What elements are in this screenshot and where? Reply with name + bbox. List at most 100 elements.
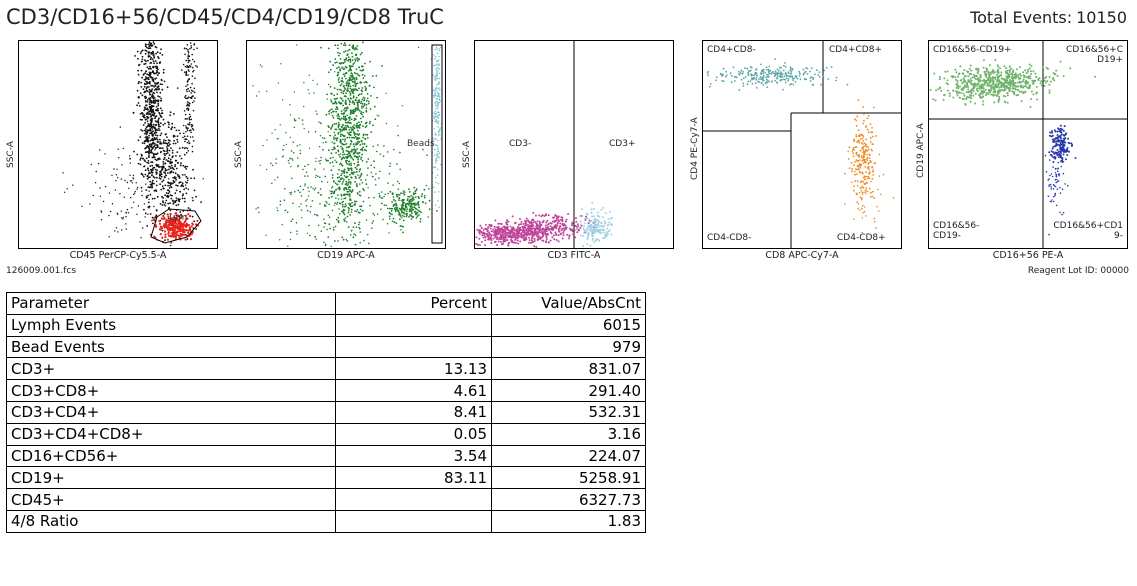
- event-point: [335, 98, 337, 100]
- event-point: [140, 186, 143, 189]
- event-point: [155, 163, 158, 166]
- bead-event-point: [434, 110, 436, 113]
- event-point: [363, 103, 366, 105]
- event-point: [802, 68, 805, 71]
- event-point: [161, 195, 163, 198]
- event-point: [179, 191, 182, 193]
- plot-cd19-ssc[interactable]: Beads: [246, 40, 446, 249]
- event-point: [582, 245, 585, 247]
- lym-gate[interactable]: [150, 208, 202, 244]
- lym-event-point: [169, 212, 172, 216]
- event-point: [160, 99, 163, 102]
- event-point: [519, 217, 521, 220]
- event-point: [860, 133, 863, 136]
- event-point: [324, 175, 327, 178]
- event-point: [347, 70, 350, 72]
- plot-cd3-ssc[interactable]: CD3- CD3+: [474, 40, 674, 249]
- event-point: [361, 148, 363, 150]
- event-point: [122, 218, 124, 220]
- event-point: [861, 142, 863, 144]
- event-point: [1011, 87, 1014, 90]
- event-point: [353, 119, 356, 122]
- event-point: [851, 181, 853, 184]
- event-point: [382, 155, 385, 157]
- event-point: [124, 179, 126, 182]
- event-point: [527, 231, 529, 234]
- event-point: [396, 163, 398, 165]
- event-point: [960, 91, 963, 94]
- event-point: [194, 77, 196, 79]
- event-point: [166, 86, 169, 89]
- event-point: [281, 223, 283, 226]
- event-point: [354, 135, 357, 138]
- event-point: [114, 189, 117, 191]
- event-point: [340, 198, 343, 200]
- event-point: [132, 111, 135, 114]
- plot-cd1656-cd19[interactable]: CD16&56-CD19+ CD16&56+C D19+ CD16&56- CD…: [928, 40, 1128, 249]
- event-point: [144, 160, 147, 163]
- event-point: [136, 186, 139, 189]
- event-point: [873, 197, 875, 200]
- event-point: [128, 155, 131, 157]
- event-point: [767, 70, 770, 73]
- event-point: [490, 238, 493, 240]
- event-point: [187, 59, 190, 62]
- event-point: [552, 234, 555, 237]
- event-point: [403, 209, 406, 212]
- event-point: [347, 79, 349, 82]
- plot-cd45-ssc[interactable]: Lym: [18, 40, 218, 249]
- beads-gate[interactable]: [431, 44, 443, 244]
- event-point: [354, 85, 357, 88]
- event-point: [324, 243, 327, 245]
- event-point: [352, 89, 355, 92]
- event-point: [115, 227, 118, 229]
- event-point: [352, 128, 355, 131]
- event-point: [163, 156, 166, 159]
- event-point: [363, 81, 366, 84]
- event-point: [413, 193, 415, 196]
- event-point: [169, 111, 172, 114]
- event-point: [798, 70, 800, 73]
- lym-event-point: [162, 214, 165, 217]
- event-point: [602, 206, 605, 209]
- event-point: [152, 60, 155, 63]
- event-point: [531, 230, 534, 233]
- event-point: [334, 159, 336, 161]
- bead-event-point: [436, 156, 439, 158]
- event-point: [186, 103, 189, 105]
- event-point: [335, 137, 338, 140]
- event-point: [544, 241, 547, 244]
- event-point: [856, 141, 858, 143]
- event-point: [358, 133, 361, 135]
- event-point: [356, 152, 358, 154]
- event-point: [302, 123, 304, 125]
- event-point: [390, 207, 393, 210]
- event-point: [344, 88, 347, 90]
- event-point: [173, 126, 176, 129]
- event-point: [337, 47, 339, 50]
- event-point: [1035, 92, 1038, 95]
- event-point: [143, 59, 146, 61]
- lym-event-point: [172, 216, 176, 219]
- quadrant-cd4neg-cd8pos: CD4-CD8+: [837, 233, 886, 243]
- event-point: [183, 200, 186, 203]
- event-point: [598, 215, 601, 218]
- event-point: [345, 66, 348, 69]
- event-point: [785, 75, 788, 78]
- event-point: [361, 160, 364, 162]
- event-point: [348, 80, 351, 82]
- event-point: [882, 173, 885, 176]
- event-point: [324, 244, 327, 247]
- event-point: [187, 74, 189, 76]
- event-point: [499, 229, 502, 232]
- event-point: [586, 243, 589, 246]
- event-point: [603, 225, 605, 228]
- quadrant-cd4pos-cd8pos: CD4+CD8+: [829, 45, 882, 55]
- plot-cd8-cd4[interactable]: CD4+CD8- CD4+CD8+ CD4-CD8- CD4-CD8+: [702, 40, 902, 249]
- event-point: [498, 222, 501, 225]
- event-point: [152, 50, 154, 53]
- event-point: [484, 227, 486, 230]
- event-point: [167, 217, 170, 220]
- event-point: [341, 79, 343, 82]
- event-point: [572, 233, 575, 236]
